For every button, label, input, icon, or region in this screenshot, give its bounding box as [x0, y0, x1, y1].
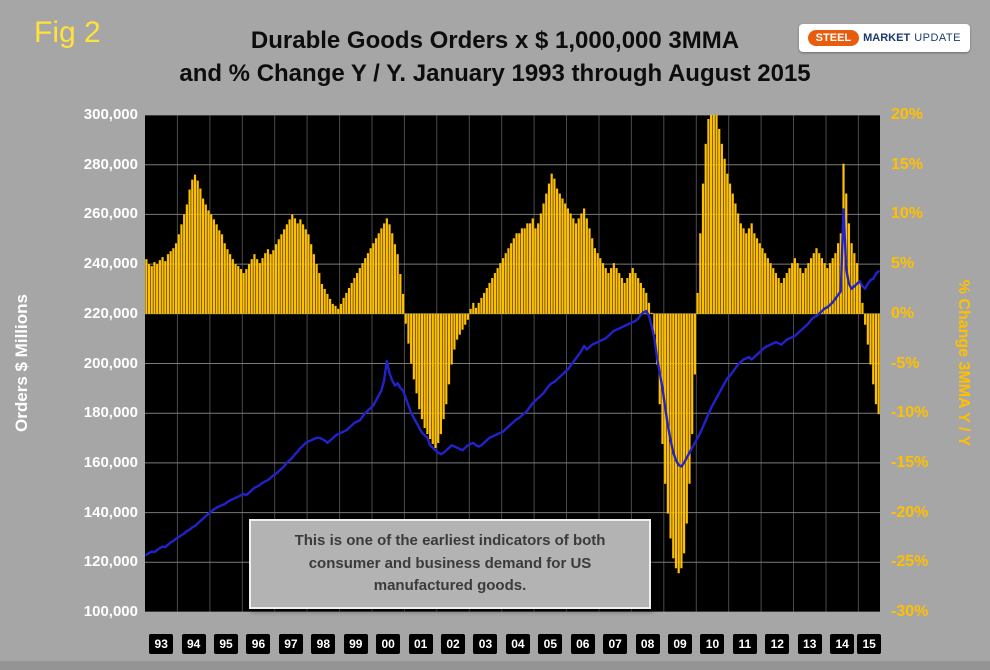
left-tick-label: 300,000 [83, 106, 138, 123]
figure-label: Fig 2 [34, 16, 101, 49]
left-tick-label: 240,000 [83, 255, 138, 273]
pct-change-bars [145, 115, 880, 574]
year-label: 98 [311, 634, 336, 654]
left-tick-label: 200,000 [83, 354, 138, 372]
chart-title-line1: Durable Goods Orders x $ 1,000,000 3MMA [250, 27, 740, 54]
right-tick-label: -10% [891, 404, 929, 422]
orders-line [145, 208, 880, 556]
left-tick-label: 280,000 [83, 155, 138, 173]
left-tick-label: 160,000 [83, 453, 138, 471]
year-label: 95 [214, 634, 239, 654]
year-label: 03 [473, 634, 498, 654]
year-label: 11 [732, 634, 757, 654]
right-tick-label: 15% [891, 155, 924, 173]
year-label: 96 [246, 634, 271, 654]
year-label: 97 [278, 634, 303, 654]
chart-title-line2: and % Change Y / Y. January 1993 through… [179, 60, 811, 87]
right-tick-label: 5% [891, 255, 915, 273]
right-tick-label: -30% [891, 603, 929, 620]
year-label: 09 [668, 634, 693, 654]
left-axis-title: Orders $ Millions [12, 294, 31, 432]
chart-title: Durable Goods Orders x $ 1,000,000 3MMA … [0, 24, 990, 90]
right-axis-title: % Change 3MMA Y / Y [955, 279, 972, 447]
year-label: 99 [343, 634, 368, 654]
year-label: 12 [765, 634, 790, 654]
right-tick-label: -25% [891, 553, 929, 571]
year-label: 01 [408, 634, 433, 654]
left-axis-tick-labels: 300,000 280,000 260,000 240,000 220,000 200,0… [40, 106, 138, 620]
year-label: 02 [441, 634, 466, 654]
year-label: 14 [830, 634, 855, 654]
right-axis-tick-labels: 20% 15% 10% 5% 0% -5% -10% -15% -20% -25% -30% [891, 106, 951, 620]
year-label: 07 [603, 634, 628, 654]
annotation-box: This is one of the earliest indicators o… [249, 519, 651, 609]
x-axis-year-labels: 93 94 95 96 97 98 99 00 01 02 03 04 05 06 07 08 09 10 11 12… [145, 634, 882, 658]
year-label: 05 [538, 634, 563, 654]
left-tick-label: 100,000 [83, 603, 138, 620]
right-tick-label: 0% [891, 304, 915, 322]
annotation-line2: consumer and business demand for US [308, 554, 592, 572]
logo-market-text: MARKET [863, 32, 911, 44]
left-tick-label: 260,000 [83, 205, 138, 223]
year-label: 04 [505, 634, 530, 654]
left-tick-label: 220,000 [83, 304, 138, 322]
year-label: 13 [797, 634, 822, 654]
logo-steel-text: STEEL [807, 30, 860, 46]
steel-market-update-logo: STEEL MARKET UPDATE [798, 24, 970, 52]
year-label: 06 [570, 634, 595, 654]
year-label: 93 [149, 634, 174, 654]
bottom-strip [0, 661, 990, 670]
right-tick-label: 20% [891, 106, 924, 123]
right-tick-label: -5% [891, 354, 920, 372]
right-tick-label: -20% [891, 503, 929, 521]
year-label: 08 [635, 634, 660, 654]
year-label: 10 [700, 634, 725, 654]
left-tick-label: 180,000 [83, 404, 138, 422]
annotation-line3: manufactured goods. [373, 577, 527, 594]
right-tick-label: -15% [891, 453, 929, 471]
right-tick-label: 10% [891, 205, 924, 223]
year-label: 15 [857, 634, 882, 654]
year-label: 00 [376, 634, 401, 654]
logo-update-text: UPDATE [914, 32, 961, 44]
annotation-line1: This is one of the earliest indicators o… [294, 532, 606, 549]
year-label: 94 [181, 634, 206, 654]
left-tick-label: 140,000 [83, 503, 138, 521]
left-tick-label: 120,000 [83, 553, 138, 571]
